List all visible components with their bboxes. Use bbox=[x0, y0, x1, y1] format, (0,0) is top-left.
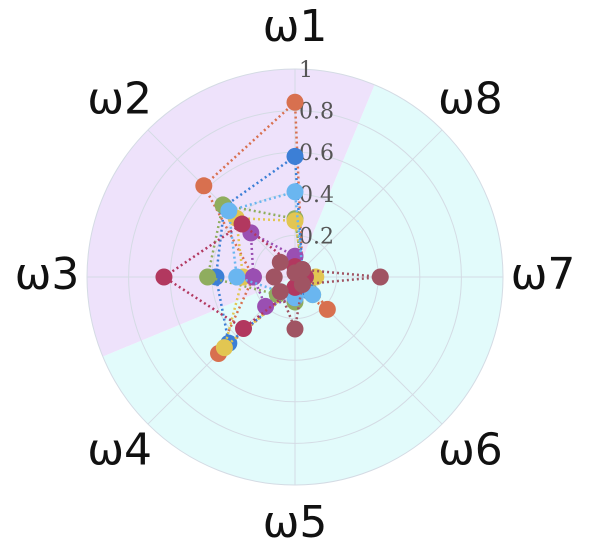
point bbox=[286, 212, 304, 230]
point bbox=[233, 215, 251, 233]
axis-label: ω5 bbox=[263, 497, 328, 548]
point bbox=[220, 202, 238, 220]
tick-label: 0.4 bbox=[299, 183, 334, 208]
axis-label: ω1 bbox=[263, 1, 328, 52]
point bbox=[271, 283, 289, 301]
point bbox=[265, 268, 283, 286]
axis-label: ω8 bbox=[438, 74, 503, 125]
point bbox=[244, 268, 262, 286]
tick-label: 0.2 bbox=[299, 224, 334, 249]
point bbox=[155, 268, 173, 286]
tick-label: 0.6 bbox=[299, 141, 334, 166]
point bbox=[271, 253, 289, 271]
spoke bbox=[294, 276, 443, 425]
tick-label: 1 bbox=[299, 58, 313, 83]
point bbox=[286, 147, 304, 165]
series-line bbox=[227, 190, 315, 300]
point bbox=[235, 319, 253, 337]
point bbox=[293, 275, 311, 293]
tick-label: 0.8 bbox=[299, 100, 334, 125]
point bbox=[304, 286, 322, 304]
point bbox=[215, 339, 233, 357]
point bbox=[257, 297, 275, 315]
point bbox=[318, 300, 336, 318]
point bbox=[293, 261, 311, 279]
axis-label: ω7 bbox=[511, 249, 576, 300]
point bbox=[199, 268, 217, 286]
axis-label: ω3 bbox=[15, 249, 80, 300]
axis-label: ω2 bbox=[87, 74, 152, 125]
axis-label: ω6 bbox=[438, 424, 503, 475]
point bbox=[286, 93, 304, 111]
spoke bbox=[294, 129, 443, 278]
axis-label: ω4 bbox=[87, 424, 152, 475]
point bbox=[228, 268, 246, 286]
point bbox=[371, 268, 389, 286]
point bbox=[195, 177, 213, 195]
point bbox=[286, 320, 304, 338]
point bbox=[286, 183, 304, 201]
